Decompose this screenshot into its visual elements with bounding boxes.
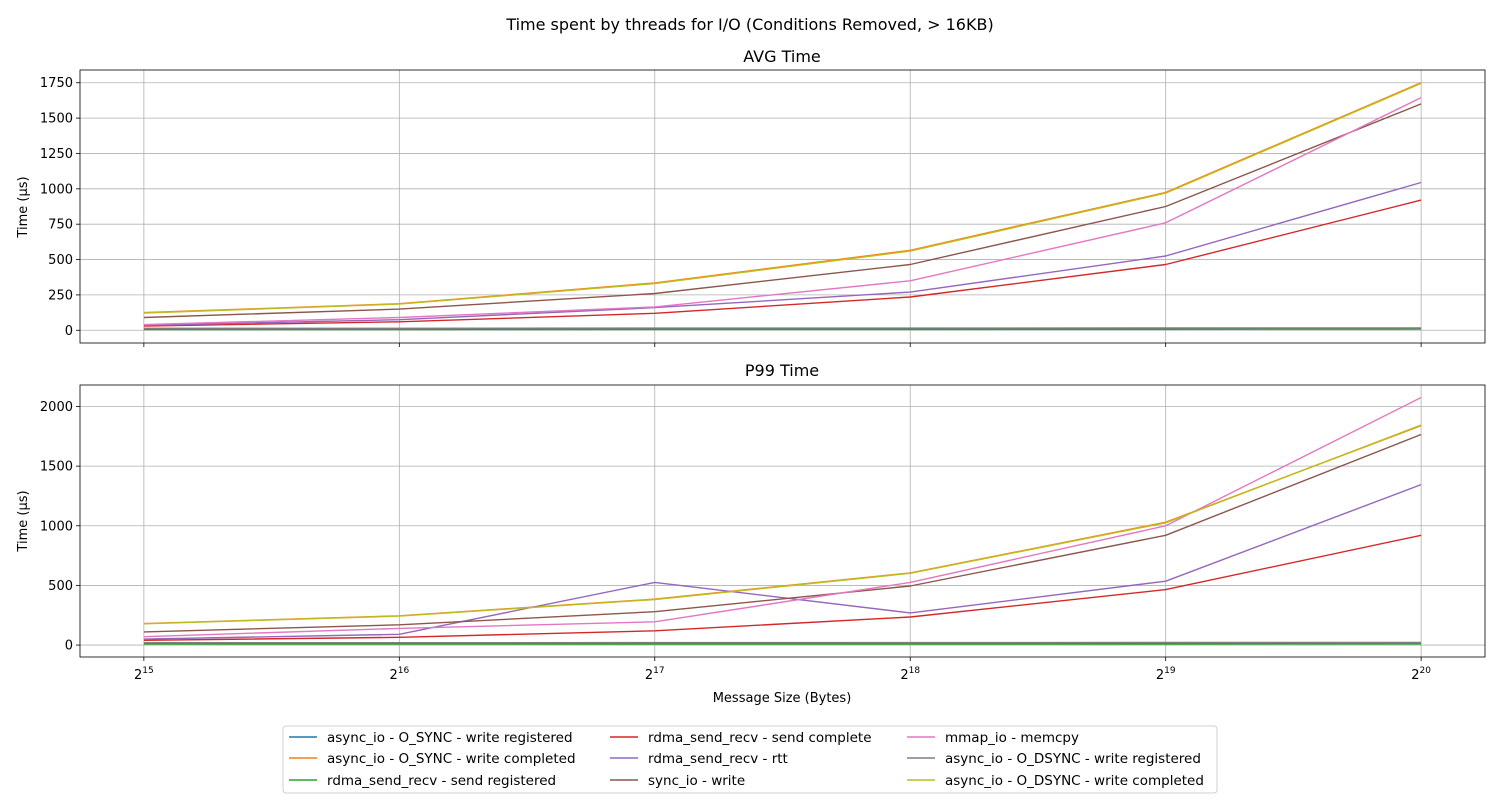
x-tick-label: 215 (134, 666, 154, 683)
p99-series-line-async-io-o-sync-write-completed (143, 424, 1422, 625)
p99-subplot-title: P99 Time (745, 361, 819, 380)
p99-series-line-async-io-o-dsync-write-completed (143, 424, 1422, 625)
p99-series-line-mmap-io-memcpy (143, 396, 1422, 638)
avg-y-axis-label: Time (µs) (16, 176, 31, 238)
x-axis-label: Message Size (Bytes) (713, 691, 852, 706)
legend-label: async_io - O_SYNC - write registered (327, 730, 573, 746)
legend-label: async_io - O_DSYNC - write completed (945, 773, 1204, 789)
x-tick-label: 218 (900, 666, 920, 683)
avg-y-tick-label: 1000 (40, 182, 73, 197)
p99-y-tick-label: 1000 (40, 519, 73, 534)
x-tick-label: 217 (645, 666, 665, 683)
p99-y-tick-label: 2000 (40, 400, 73, 415)
legend-label: rdma_send_recv - send registered (327, 773, 556, 789)
p99-y-tick-label: 500 (48, 579, 73, 594)
avg-y-tick-label: 750 (48, 218, 73, 233)
x-tick-label: 220 (1411, 666, 1431, 683)
legend-label: async_io - O_DSYNC - write registered (945, 751, 1201, 767)
avg-series-line-rdma-send-recv-rtt (143, 181, 1422, 326)
x-tick-label: 216 (389, 666, 409, 683)
avg-time-subplot: AVG Time Time (µs) 0 250 500 750 1000 1250 150… (16, 47, 1486, 347)
avg-y-tick-label: 1750 (40, 76, 73, 91)
legend-label: mmap_io - memcpy (945, 730, 1079, 746)
avg-series-line-async-io-o-dsync-write-completed (143, 82, 1422, 314)
avg-y-tick-label: 1250 (40, 147, 73, 162)
avg-axes-frame (79, 69, 1486, 344)
avg-y-tick-label: 250 (48, 288, 73, 303)
p99-series-line-rdma-send-recv-rtt (143, 483, 1422, 640)
legend-frame (282, 725, 1218, 794)
avg-series-line-rdma-send-recv-send-complete (143, 199, 1422, 327)
legend-label: rdma_send_recv - rtt (648, 751, 788, 767)
legend: async_io - O_SYNC - write registered asyn… (282, 725, 1218, 794)
p99-y-tick-label: 1500 (40, 460, 73, 475)
p99-axes-frame (79, 384, 1486, 658)
avg-series-line-sync-io-write (143, 103, 1422, 319)
p99-y-tick-label: 0 (65, 639, 73, 654)
figure-title: Time spent by threads for I/O (Condition… (505, 15, 993, 34)
avg-series-line-mmap-io-memcpy (143, 96, 1422, 326)
x-tick-label: 219 (1156, 666, 1176, 683)
avg-y-tick-label: 500 (48, 253, 73, 268)
p99-series-line-sync-io-write (143, 433, 1422, 633)
avg-series-line-async-io-o-sync-write-completed (143, 82, 1422, 314)
legend-label: async_io - O_SYNC - write completed (327, 751, 576, 767)
avg-y-tick-label: 1500 (40, 112, 73, 127)
legend-label: sync_io - write (648, 773, 745, 789)
avg-subplot-title: AVG Time (743, 47, 821, 66)
avg-series-line-rdma-send-recv-send-registered (143, 328, 1422, 331)
p99-series-line-rdma-send-recv-send-complete (143, 534, 1422, 641)
p99-y-axis-label: Time (µs) (16, 490, 31, 552)
avg-y-tick-label: 0 (65, 324, 73, 339)
legend-label: rdma_send_recv - send complete (648, 730, 872, 746)
p99-time-subplot: P99 Time Time (µs) 0 500 1000 1500 2000 215 21… (16, 361, 1486, 683)
